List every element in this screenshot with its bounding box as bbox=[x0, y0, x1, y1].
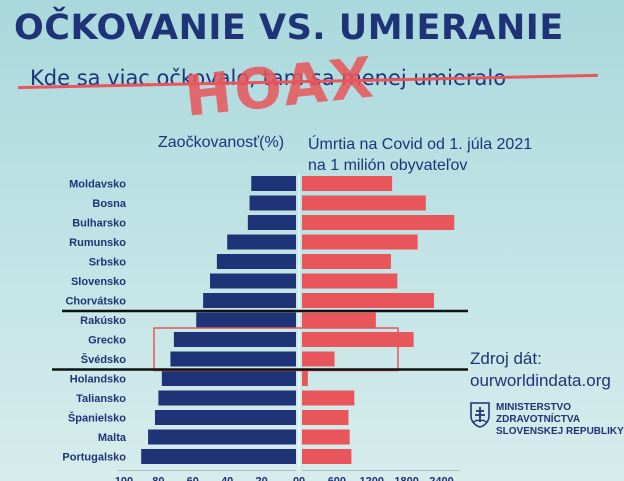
vaccination-bar bbox=[173, 332, 296, 347]
vaccination-bar bbox=[158, 390, 296, 406]
ministry-line1: MINISTERSTVO bbox=[496, 402, 572, 413]
right-heading-line2: na 1 milión obyvateľov bbox=[308, 157, 468, 174]
left-tick-label: 20 bbox=[255, 476, 267, 481]
deaths-bar bbox=[302, 449, 352, 464]
country-label: Grecko bbox=[88, 335, 126, 347]
left-tick-label: 100 bbox=[115, 476, 133, 481]
deaths-bar bbox=[302, 176, 393, 191]
country-label: Taliansko bbox=[76, 393, 126, 405]
right-tick-label: 1800 bbox=[394, 476, 418, 481]
vaccination-bar bbox=[227, 234, 296, 250]
country-label: Slovensko bbox=[71, 276, 126, 288]
right-tick-label: 600 bbox=[328, 476, 346, 481]
country-label: Španielsko bbox=[68, 412, 126, 425]
left-column-heading: Zaočkovanosť(%) bbox=[158, 134, 285, 151]
country-label: Holandsko bbox=[70, 374, 127, 386]
deaths-bar bbox=[302, 312, 376, 328]
right-tick-label: 0 bbox=[299, 476, 305, 481]
country-label: Bulharsko bbox=[72, 218, 126, 230]
vaccination-bar bbox=[170, 351, 296, 367]
vaccination-bar bbox=[216, 254, 296, 269]
left-tick-label: 40 bbox=[221, 476, 233, 481]
deaths-bar bbox=[302, 254, 391, 269]
deaths-bar bbox=[302, 234, 418, 250]
deaths-bar bbox=[302, 195, 426, 211]
left-tick-label: 80 bbox=[152, 476, 164, 481]
vaccination-bar bbox=[161, 371, 296, 386]
right-tick-label: 1200 bbox=[360, 476, 384, 481]
vaccination-bar bbox=[148, 429, 296, 445]
country-label: Bosna bbox=[92, 198, 127, 210]
deaths-bar bbox=[302, 332, 414, 347]
vaccination-bar bbox=[210, 273, 296, 289]
vaccination-bar bbox=[203, 293, 296, 308]
source-value: ourworldindata.org bbox=[470, 371, 611, 390]
right-column-heading: Úmrtia na Covid od 1. júla 2021 na 1 mil… bbox=[308, 134, 532, 176]
deaths-bar bbox=[302, 429, 350, 445]
deaths-bar bbox=[302, 351, 335, 367]
vaccination-bar bbox=[196, 312, 296, 328]
country-label: Rakúsko bbox=[80, 315, 126, 327]
country-label: Malta bbox=[98, 432, 127, 444]
deaths-bar bbox=[302, 215, 455, 230]
page-title: OČKOVANIE VS. UMIERANIE bbox=[14, 8, 564, 48]
deaths-bar bbox=[302, 371, 308, 386]
right-heading-line1: Úmrtia na Covid od 1. júla 2021 bbox=[308, 136, 533, 153]
vaccination-bar bbox=[249, 195, 296, 211]
vaccination-bar bbox=[141, 449, 296, 464]
deaths-bar bbox=[302, 410, 349, 425]
deaths-bar bbox=[302, 390, 355, 406]
country-label: Chorvátsko bbox=[65, 296, 126, 308]
left-tick-label: 60 bbox=[187, 476, 199, 481]
vaccination-bar bbox=[154, 410, 296, 425]
source-label: Zdroj dát: bbox=[470, 349, 542, 368]
left-tick-label: 0 bbox=[293, 476, 299, 481]
ministry-logo: MINISTERSTVO ZDRAVOTNÍCTVA SLOVENSKEJ RE… bbox=[470, 402, 624, 438]
country-label: Srbsko bbox=[89, 257, 127, 269]
ministry-line2: ZDRAVOTNÍCTVA bbox=[496, 414, 581, 425]
country-label: Portugalsko bbox=[62, 452, 126, 464]
deaths-bar bbox=[302, 293, 434, 308]
country-label: Švédsko bbox=[81, 353, 127, 366]
right-tick-label: 2400 bbox=[429, 476, 453, 481]
slovak-coat-of-arms-icon bbox=[470, 402, 490, 428]
vaccination-bar bbox=[251, 176, 296, 191]
vaccination-bar bbox=[247, 215, 296, 230]
ministry-line3: SLOVENSKEJ REPUBLIKY bbox=[496, 426, 624, 437]
deaths-bar bbox=[302, 273, 398, 289]
country-label: Rumunsko bbox=[69, 237, 126, 249]
source-block: Zdroj dát: ourworldindata.org bbox=[470, 348, 611, 392]
country-label: Moldavsko bbox=[69, 179, 126, 191]
